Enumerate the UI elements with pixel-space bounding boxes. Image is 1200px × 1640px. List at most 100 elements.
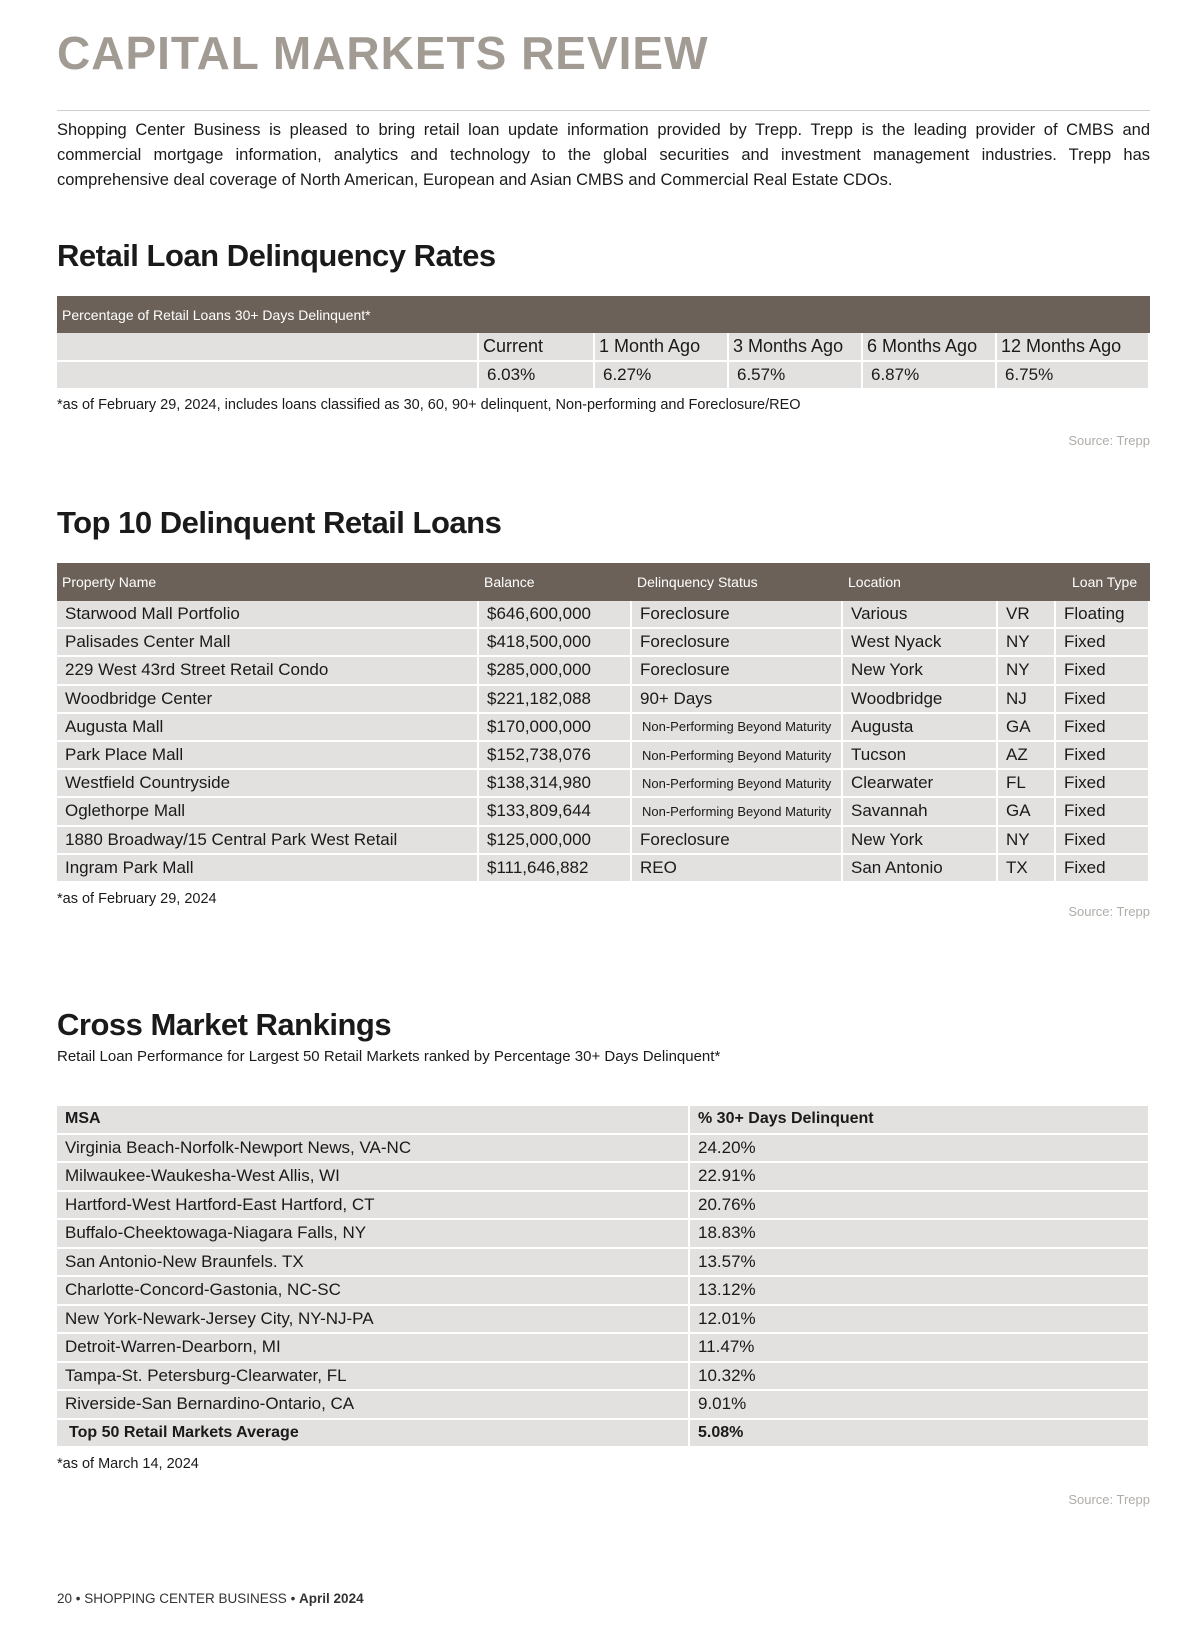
delinquency-rate: 20.76% bbox=[690, 1191, 1150, 1220]
state: GA bbox=[998, 713, 1056, 742]
intro: Shopping Center Business is pleased to b… bbox=[57, 121, 1150, 189]
city: West Nyack bbox=[843, 629, 998, 658]
loan-type: Fixed bbox=[1056, 826, 1150, 855]
column-header: 3 Months Ago bbox=[729, 333, 863, 362]
section-title: Cross Market Rankings bbox=[57, 1007, 392, 1042]
state: NJ bbox=[998, 685, 1056, 714]
issue: April 2024 bbox=[299, 1591, 364, 1606]
property-name: 1880 Broadway/15 Central Park West Retai… bbox=[57, 826, 479, 855]
blank-cell bbox=[57, 362, 479, 390]
status: Foreclosure bbox=[632, 826, 843, 855]
column-header: Property Name bbox=[62, 574, 157, 590]
city: New York bbox=[843, 657, 998, 686]
subtitle: Retail Loan Performance for Largest 50 R… bbox=[57, 1048, 721, 1065]
property-name: Starwood Mall Portfolio bbox=[57, 601, 479, 630]
status: REO bbox=[632, 854, 843, 883]
delinquency-rate: 13.12% bbox=[690, 1277, 1150, 1306]
property-name: Palisades Center Mall bbox=[57, 629, 479, 658]
msa: Charlotte-Concord-Gastonia, NC-SC bbox=[57, 1277, 690, 1306]
delinquency-rate: 22.91% bbox=[690, 1163, 1150, 1192]
publication: SHOPPING CENTER BUSINESS bbox=[84, 1591, 287, 1606]
balance: $418,500,000 bbox=[479, 629, 632, 658]
balance: $125,000,000 bbox=[479, 826, 632, 855]
state: NY bbox=[998, 826, 1056, 855]
delinquency-rate: 9.01% bbox=[690, 1391, 1150, 1420]
table-caption: Percentage of Retail Loans 30+ Days Deli… bbox=[57, 296, 1150, 333]
property-name: Park Place Mall bbox=[57, 742, 479, 771]
msa: Hartford-West Hartford-East Hartford, CT bbox=[57, 1191, 690, 1220]
property-name: Woodbridge Center bbox=[57, 685, 479, 714]
source: Source: Trepp bbox=[1068, 1492, 1150, 1507]
cross-table: MSA% 30+ Days Delinquent Virginia Beach-N… bbox=[57, 1106, 1150, 1448]
page-title: CAPITAL MARKETS REVIEW bbox=[57, 27, 709, 79]
loan-type: Fixed bbox=[1056, 713, 1150, 742]
column-header: MSA bbox=[57, 1106, 690, 1135]
source: Source: Trepp bbox=[1068, 904, 1150, 919]
loan-type: Fixed bbox=[1056, 629, 1150, 658]
delinquency-rate: 10.32% bbox=[690, 1362, 1150, 1391]
state: NY bbox=[998, 629, 1056, 658]
msa: Tampa-St. Petersburg-Clearwater, FL bbox=[57, 1362, 690, 1391]
state: NY bbox=[998, 657, 1056, 686]
average-rate: 5.08% bbox=[690, 1419, 1150, 1448]
column-header: 12 Months Ago bbox=[997, 333, 1150, 362]
state: VR bbox=[998, 601, 1056, 630]
column-header: Loan Type bbox=[1072, 574, 1138, 590]
column-header: 6 Months Ago bbox=[863, 333, 997, 362]
page-number: 20 bbox=[57, 1591, 73, 1606]
footnote: *as of March 14, 2024 bbox=[57, 1456, 199, 1472]
state: TX bbox=[998, 854, 1056, 883]
balance: $152,738,076 bbox=[479, 742, 632, 771]
balance: $111,646,882 bbox=[479, 854, 632, 883]
status: 90+ Days bbox=[632, 685, 843, 714]
property-name: Oglethorpe Mall bbox=[57, 798, 479, 827]
property-name: Westfield Countryside bbox=[57, 770, 479, 799]
loan-type: Fixed bbox=[1056, 854, 1150, 883]
footnote: *as of February 29, 2024, includes loans… bbox=[57, 397, 801, 413]
loan-type: Fixed bbox=[1056, 798, 1150, 827]
rate-value: 6.27% bbox=[595, 362, 729, 390]
loan-type: Fixed bbox=[1056, 657, 1150, 686]
delinquency-rate: 13.57% bbox=[690, 1248, 1150, 1277]
section-title: Top 10 Delinquent Retail Loans bbox=[57, 505, 502, 540]
msa: Buffalo-Cheektowaga-Niagara Falls, NY bbox=[57, 1220, 690, 1249]
state: AZ bbox=[998, 742, 1056, 771]
status: Foreclosure bbox=[632, 629, 843, 658]
rate-value: 6.57% bbox=[729, 362, 863, 390]
delinquency-rate: 12.01% bbox=[690, 1305, 1150, 1334]
msa: Detroit-Warren-Dearborn, MI bbox=[57, 1334, 690, 1363]
column-header: 1 Month Ago bbox=[595, 333, 729, 362]
column-header: Location bbox=[848, 574, 901, 590]
balance: $646,600,000 bbox=[479, 601, 632, 630]
msa: Riverside-San Bernardino-Ontario, CA bbox=[57, 1391, 690, 1420]
state: GA bbox=[998, 798, 1056, 827]
city: Tucson bbox=[843, 742, 998, 771]
delinquency-rate: 18.83% bbox=[690, 1220, 1150, 1249]
city: Woodbridge bbox=[843, 685, 998, 714]
loan-type: Fixed bbox=[1056, 685, 1150, 714]
divider bbox=[57, 110, 1150, 111]
top10-table: Property Name Balance Delinquency Status Lo… bbox=[57, 563, 1150, 883]
property-name: Ingram Park Mall bbox=[57, 854, 479, 883]
status: Non-Performing Beyond Maturity bbox=[632, 798, 843, 827]
property-name: Augusta Mall bbox=[57, 713, 479, 742]
city: Clearwater bbox=[843, 770, 998, 799]
rate-value: 6.75% bbox=[997, 362, 1150, 390]
footnote: *as of February 29, 2024 bbox=[57, 891, 217, 907]
source: Source: Trepp bbox=[1068, 433, 1150, 448]
balance: $170,000,000 bbox=[479, 713, 632, 742]
status: Non-Performing Beyond Maturity bbox=[632, 742, 843, 771]
city: Various bbox=[843, 601, 998, 630]
status: Foreclosure bbox=[632, 657, 843, 686]
city: San Antonio bbox=[843, 854, 998, 883]
rate-value: 6.87% bbox=[863, 362, 997, 390]
property-name: 229 West 43rd Street Retail Condo bbox=[57, 657, 479, 686]
delinquency-rate: 11.47% bbox=[690, 1334, 1150, 1363]
loan-type: Floating bbox=[1056, 601, 1150, 630]
status: Non-Performing Beyond Maturity bbox=[632, 713, 843, 742]
column-header: Delinquency Status bbox=[637, 574, 758, 590]
footer: 20 • SHOPPING CENTER BUSINESS • April 20… bbox=[57, 1591, 364, 1606]
balance: $285,000,000 bbox=[479, 657, 632, 686]
msa: San Antonio-New Braunfels. TX bbox=[57, 1248, 690, 1277]
